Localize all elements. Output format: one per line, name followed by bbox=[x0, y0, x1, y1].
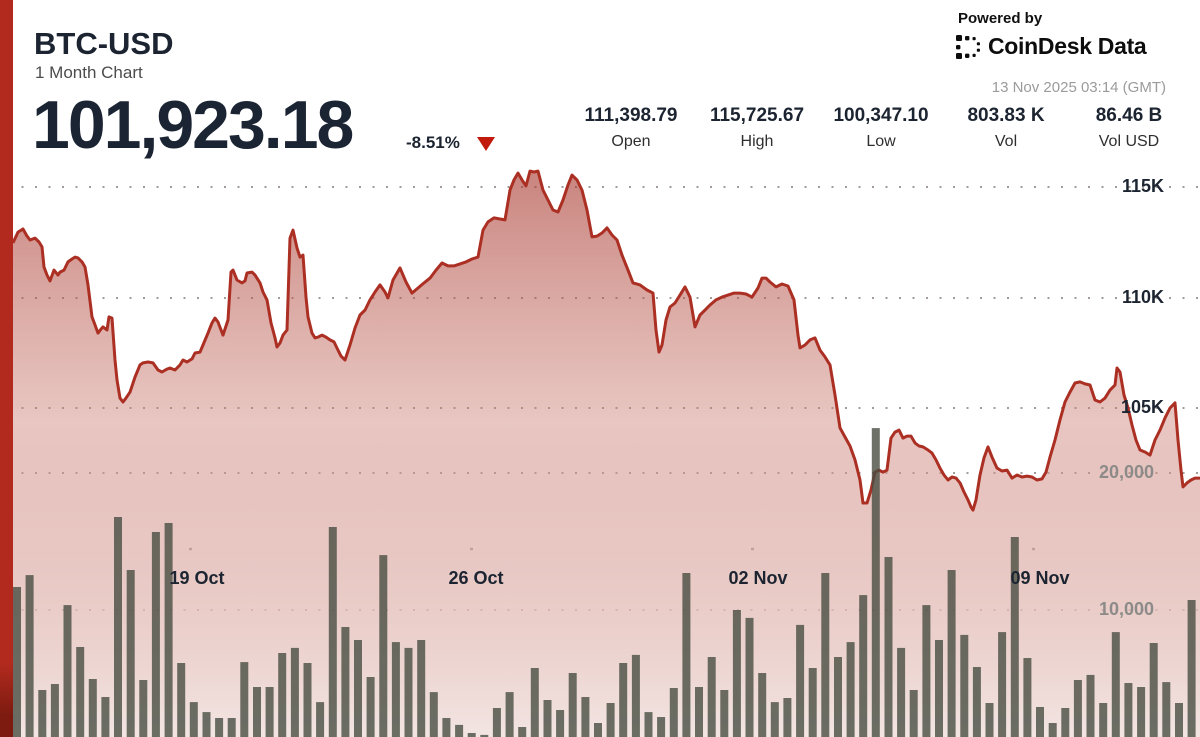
volume-bar bbox=[316, 702, 325, 737]
volume-bar bbox=[1111, 632, 1120, 737]
volume-bar bbox=[556, 710, 565, 737]
volume-bar bbox=[998, 632, 1007, 737]
volume-bar bbox=[151, 532, 160, 737]
volume-bar bbox=[770, 702, 779, 737]
volume-bar bbox=[429, 692, 438, 737]
volume-bar bbox=[859, 595, 868, 737]
volume-bar bbox=[341, 627, 350, 737]
price-area-fill bbox=[13, 171, 1200, 737]
volume-bar bbox=[480, 734, 489, 737]
volume-bar bbox=[669, 688, 678, 737]
volume-bar bbox=[821, 573, 830, 737]
volume-bar bbox=[897, 647, 906, 737]
volume-bar bbox=[455, 724, 464, 737]
volume-bar bbox=[101, 697, 110, 737]
volume-bar bbox=[189, 702, 198, 737]
volume-bar bbox=[38, 690, 47, 737]
volume-bar bbox=[202, 712, 211, 737]
volume-bar bbox=[707, 657, 716, 737]
volume-bar bbox=[922, 605, 931, 737]
volume-bar bbox=[1137, 687, 1146, 737]
volume-bar bbox=[871, 428, 880, 737]
volume-bar bbox=[50, 684, 59, 737]
volume-bar bbox=[1099, 703, 1108, 737]
volume-bar bbox=[1010, 537, 1019, 737]
volume-bar bbox=[758, 673, 767, 737]
volume-bar bbox=[935, 640, 943, 737]
volume-bar bbox=[606, 703, 615, 737]
volume-bar bbox=[492, 708, 501, 737]
volume-bar bbox=[834, 657, 842, 737]
volume-bar bbox=[657, 717, 666, 737]
volume-bar bbox=[543, 700, 552, 737]
volume-bar bbox=[114, 517, 122, 737]
volume-bar bbox=[972, 667, 981, 737]
volume-bar bbox=[909, 690, 918, 737]
volume-bar bbox=[1175, 703, 1183, 737]
volume-bar bbox=[13, 587, 21, 737]
volume-bar bbox=[303, 663, 312, 737]
volume-bar bbox=[745, 617, 754, 737]
volume-bar bbox=[732, 610, 741, 737]
volume-bar bbox=[594, 723, 602, 737]
volume-bar bbox=[25, 575, 34, 737]
volume-bar bbox=[379, 555, 388, 737]
volume-bar bbox=[63, 605, 72, 737]
volume-bar bbox=[846, 642, 855, 737]
volume-bar bbox=[1036, 707, 1044, 737]
volume-bar bbox=[227, 718, 236, 737]
volume-bar bbox=[290, 647, 299, 737]
volume-bar bbox=[947, 570, 956, 737]
volume-bar bbox=[631, 654, 640, 737]
volume-bar bbox=[1124, 683, 1133, 737]
volume-bar bbox=[76, 647, 85, 737]
volume-bar bbox=[88, 679, 97, 737]
volume-bar bbox=[391, 642, 400, 737]
volume-bar bbox=[505, 692, 514, 737]
volume-bar bbox=[808, 668, 817, 737]
volume-bar bbox=[619, 663, 628, 737]
volume-bar bbox=[796, 624, 805, 737]
volume-bar bbox=[518, 727, 527, 737]
volume-bar bbox=[1023, 658, 1032, 737]
volume-bar bbox=[1073, 680, 1082, 737]
volume-bar bbox=[1162, 682, 1171, 737]
volume-bar bbox=[1086, 674, 1095, 737]
volume-bar bbox=[417, 640, 426, 737]
volume-bar bbox=[404, 647, 413, 737]
volume-bar bbox=[354, 640, 362, 737]
volume-bar bbox=[253, 687, 261, 737]
volume-bar bbox=[695, 687, 703, 737]
volume-bar bbox=[442, 718, 451, 737]
volume-bar bbox=[278, 653, 287, 737]
volume-bar bbox=[177, 663, 186, 737]
volume-bar bbox=[467, 733, 476, 737]
volume-bar bbox=[985, 703, 994, 737]
volume-bar bbox=[164, 523, 173, 737]
volume-bar bbox=[960, 634, 969, 737]
volume-bar bbox=[126, 570, 135, 737]
volume-bar bbox=[581, 697, 590, 737]
volume-bar bbox=[139, 680, 148, 737]
volume-bar bbox=[644, 712, 653, 737]
volume-bar bbox=[682, 573, 691, 737]
left-accent-bar bbox=[0, 0, 13, 737]
volume-bar bbox=[720, 690, 729, 737]
volume-bar bbox=[1149, 643, 1158, 737]
volume-bar bbox=[783, 698, 792, 737]
volume-bar bbox=[568, 673, 577, 737]
volume-bar bbox=[215, 718, 224, 737]
volume-bar bbox=[366, 677, 375, 737]
volume-bar bbox=[1048, 723, 1057, 737]
volume-bar bbox=[1187, 600, 1196, 737]
volume-bar bbox=[240, 662, 249, 737]
volume-bar bbox=[265, 687, 274, 737]
volume-bar bbox=[884, 557, 893, 737]
volume-bar bbox=[530, 668, 539, 737]
volume-bar bbox=[328, 527, 337, 737]
price-line bbox=[11, 169, 1200, 512]
volume-bar bbox=[1061, 708, 1070, 737]
